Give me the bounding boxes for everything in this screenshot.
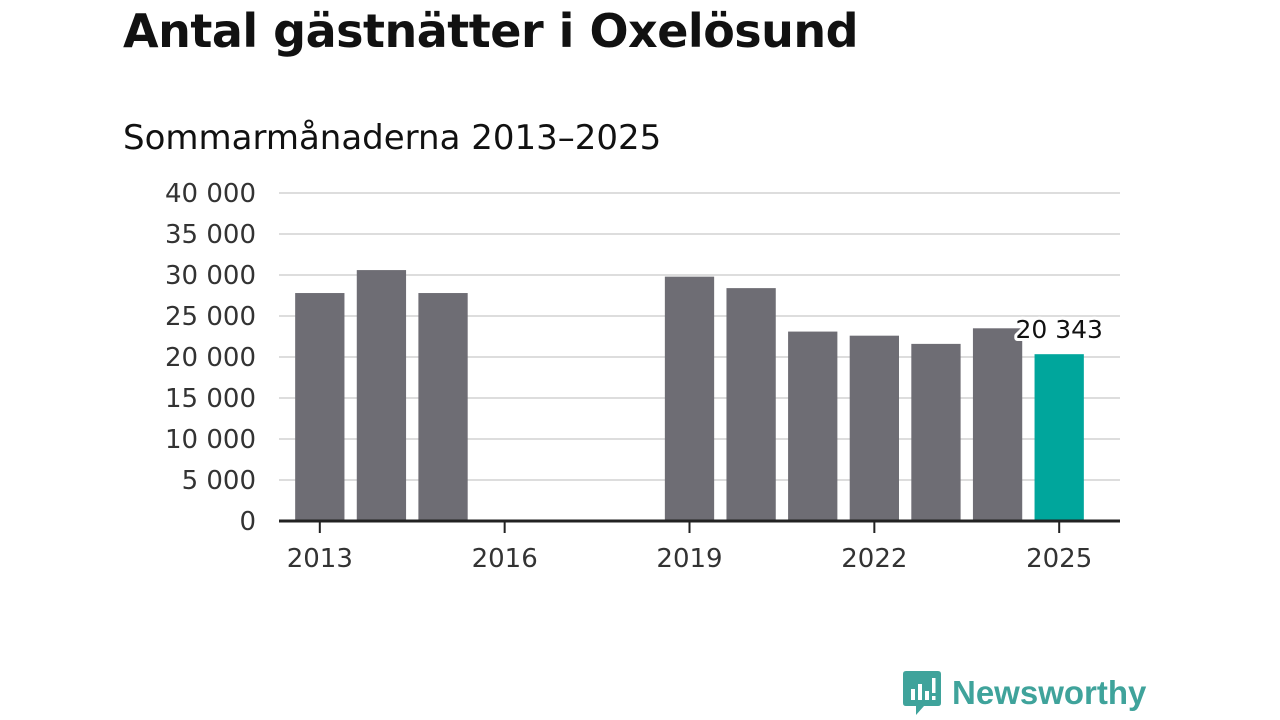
brand-name: Newsworthy (952, 674, 1147, 711)
bar-2022 (849, 335, 899, 521)
y-tick-label: 25 000 (165, 302, 256, 332)
y-tick-label: 0 (239, 507, 256, 537)
y-tick-label: 35 000 (165, 220, 256, 250)
data-labels: 20 343 (1012, 312, 1105, 347)
bar-2019 (664, 276, 715, 521)
x-tick-label: 2013 (287, 544, 353, 574)
y-tick-label: 20 000 (165, 343, 256, 373)
y-tick-label: 30 000 (165, 261, 256, 291)
bar-2024 (972, 328, 1023, 521)
y-axis-tick-labels: 0 5 000 10 000 15 000 20 000 25 000 30 000 35 0… (165, 179, 256, 537)
x-tick-label: 2022 (841, 544, 907, 574)
newsworthy-logo-icon (903, 671, 941, 715)
bar-2023 (911, 343, 961, 521)
x-axis (279, 519, 1120, 533)
x-tick-label: 2019 (656, 544, 722, 574)
y-tick-label: 15 000 (165, 384, 256, 414)
x-tick-label: 2016 (472, 544, 538, 574)
y-tick-label: 10 000 (165, 425, 256, 455)
y-tick-label: 40 000 (165, 179, 256, 209)
bar-2014 (356, 270, 407, 521)
chart-subtitle: Sommarmånaderna 2013–2025 (123, 118, 662, 158)
bar-2015 (418, 293, 468, 521)
data-label: 20 343 (1015, 315, 1102, 344)
newsworthy-logo: Newsworthy (902, 669, 1146, 717)
bar-2013 (295, 293, 345, 521)
x-axis-tick-labels: 2013 2016 2019 2022 2025 (287, 544, 1093, 574)
bar-2020 (726, 288, 776, 521)
bar-2021 (788, 331, 838, 521)
chart-title: Antal gästnätter i Oxelösund (123, 4, 859, 58)
y-tick-label: 5 000 (182, 466, 256, 496)
bar-2025 (1034, 354, 1084, 521)
bars (295, 270, 1084, 521)
x-tick-label: 2025 (1026, 544, 1092, 574)
